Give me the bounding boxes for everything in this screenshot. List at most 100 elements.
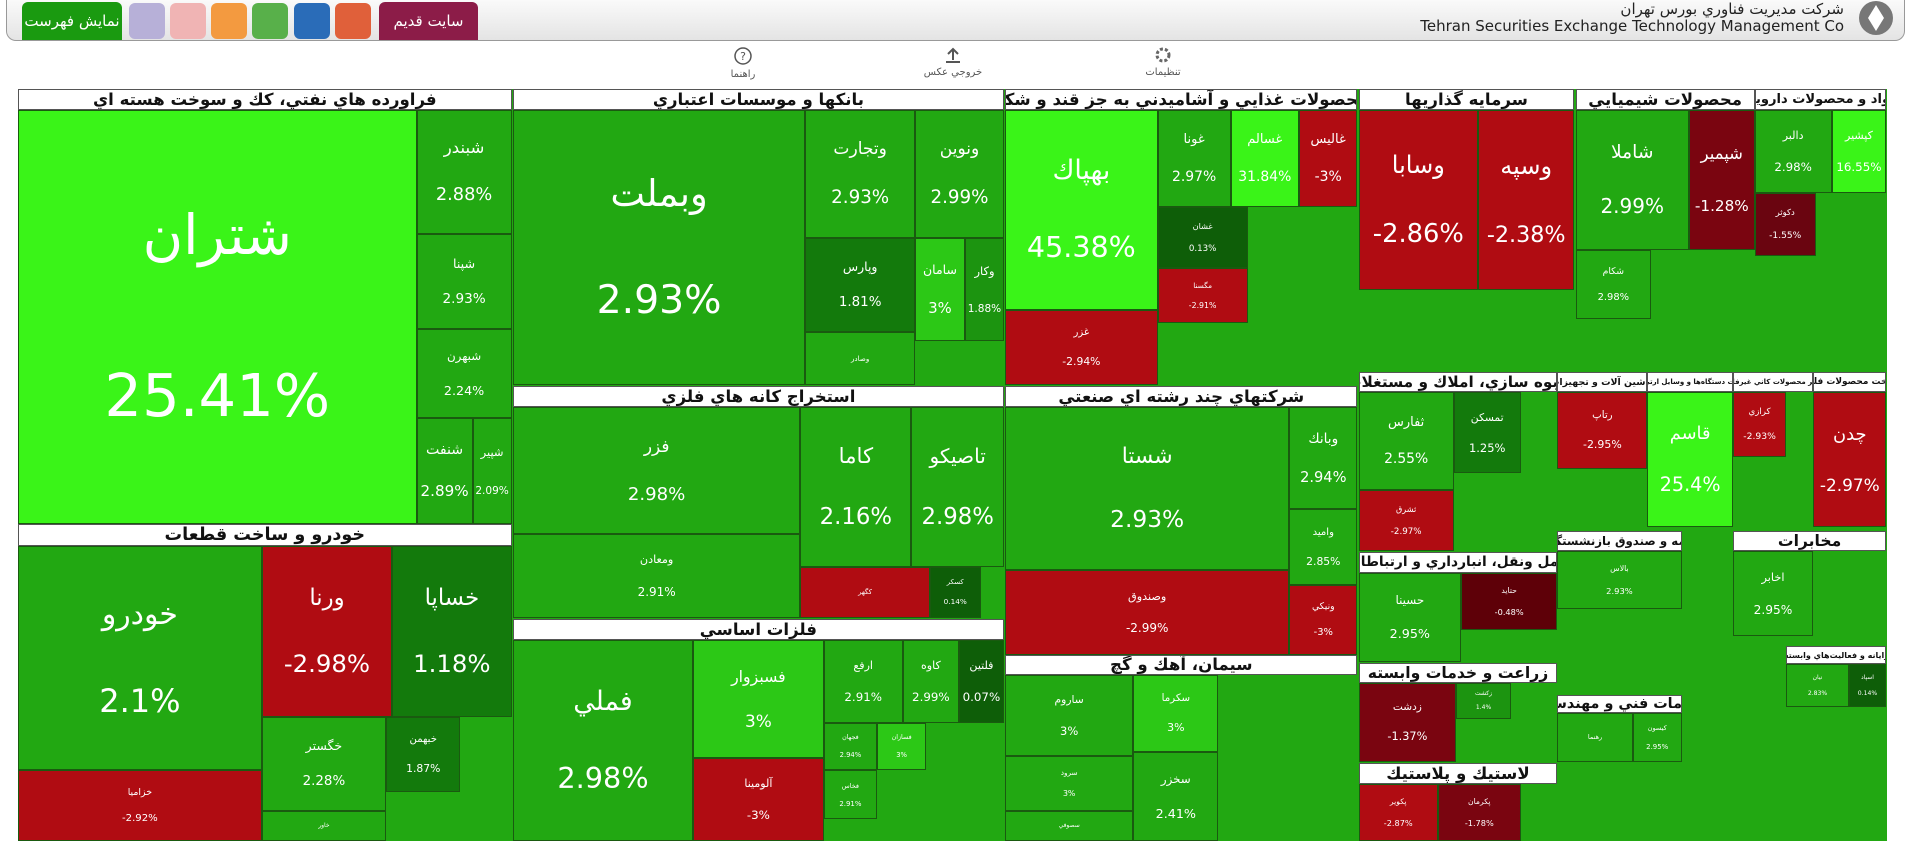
stock-tile[interactable]: خساپا 1.18% [392, 546, 512, 717]
stock-tile[interactable]: فسازان 3% [877, 722, 926, 771]
stock-tile[interactable]: دالبر 2.98% [1754, 109, 1832, 193]
stock-tile[interactable]: خگستر 2.28% [261, 716, 387, 811]
globe-icon[interactable] [129, 3, 165, 39]
stock-tile[interactable]: شپنا 2.93% [416, 234, 512, 330]
stock-tile[interactable]: مگسنا -2.91% [1157, 268, 1248, 323]
stock-tile[interactable]: وصندوق -2.99% [1005, 570, 1290, 655]
stock-tile[interactable]: بهپاك 45.38% [1005, 109, 1158, 310]
stock-tile[interactable]: كسكر 0.14% [929, 566, 981, 618]
stock-tile[interactable]: وبملت 2.93% [512, 109, 806, 386]
stock-tile[interactable]: غاليس -3% [1298, 109, 1358, 208]
stock-tile[interactable]: فملي 2.98% [512, 639, 694, 841]
stock-tile[interactable]: واميد 2.85% [1289, 509, 1358, 586]
stock-tile[interactable]: كگهر [800, 566, 930, 618]
stock-tile[interactable]: بالاس 2.93% [1557, 550, 1682, 610]
stock-tile[interactable]: شتران 25.41% [18, 109, 417, 525]
stock-tile[interactable]: ونوين 2.99% [915, 109, 1004, 238]
stock-tile[interactable]: كيسون 2.95% [1632, 713, 1682, 762]
home-icon[interactable] [170, 3, 206, 39]
stock-tile[interactable]: ساروم 3% [1005, 675, 1134, 756]
stock-tile[interactable]: شبندر 2.88% [416, 109, 512, 235]
stock-tile[interactable]: وسپه -2.38% [1478, 109, 1575, 291]
stock-tile[interactable]: پكرمان -1.78% [1437, 783, 1521, 841]
stock-tile[interactable]: خزاميا -2.92% [18, 770, 262, 841]
stock-tile[interactable]: ثشرق -2.97% [1358, 489, 1454, 551]
stock-tile[interactable]: وبانك 2.94% [1289, 407, 1358, 510]
stock-tile[interactable]: وكار 1.88% [964, 237, 1004, 342]
stock-tile[interactable]: تاصيكو 2.98% [911, 407, 1004, 567]
stock-change: 3% [1062, 788, 1076, 798]
show-list-button[interactable]: نمايش فهرست [22, 2, 122, 40]
stock-tile[interactable]: سامان 3% [915, 237, 965, 342]
stock-change: 2.94% [839, 751, 862, 760]
stock-tile[interactable]: زدشت -1.37% [1358, 682, 1457, 762]
stock-tile[interactable]: نيان 2.83% [1786, 664, 1849, 707]
stock-name: سامان [923, 261, 957, 277]
search-icon[interactable] [252, 3, 288, 39]
stock-tile[interactable]: فسبزوار 3% [693, 639, 824, 759]
stock-tile[interactable]: ورنا -2.98% [261, 546, 393, 717]
stock-name: شپنا [453, 255, 476, 271]
stock-tile[interactable]: كاوه 2.99% [902, 639, 959, 723]
stock-tile[interactable]: سكرما 3% [1133, 675, 1219, 752]
stock-tile[interactable]: خبهمن 1.87% [386, 716, 461, 793]
stock-tile[interactable]: شاملا 2.99% [1575, 109, 1689, 250]
stock-tile[interactable]: دكوثر -1.55% [1754, 192, 1816, 256]
export-tool[interactable]: خروجي عكس [908, 46, 998, 78]
stock-tile[interactable]: شكام 2.98% [1575, 249, 1652, 320]
stock-tile[interactable]: غونا 2.97% [1157, 109, 1231, 208]
help-tool[interactable]: ? راهنما [698, 46, 788, 80]
stock-tile[interactable]: چدن -2.97% [1813, 392, 1887, 527]
stock-tile[interactable]: قاسم 25.4% [1647, 392, 1733, 527]
stock-tile[interactable]: شنفت 2.89% [416, 418, 473, 525]
stock-tile[interactable]: فزر 2.98% [512, 407, 801, 534]
stock-tile[interactable]: كرازي -2.93% [1732, 392, 1787, 458]
stock-tile[interactable]: كاما 2.16% [800, 407, 912, 567]
stock-tile[interactable]: ونيكي -3% [1289, 585, 1358, 655]
stock-tile[interactable]: غسالم 31.84% [1230, 109, 1299, 208]
stock-tile[interactable]: اسپاد 0.14% [1848, 664, 1887, 707]
stock-change: 2.99% [1600, 193, 1665, 218]
stock-tile[interactable]: وتجارت 2.93% [805, 109, 915, 238]
stock-tile[interactable]: خودرو 2.1% [18, 546, 262, 771]
treemap-icon[interactable] [335, 3, 371, 39]
stock-tile[interactable]: رتاپ -2.95% [1557, 392, 1648, 470]
stock-tile[interactable]: شپير 2.09% [472, 418, 512, 525]
settings-tool[interactable]: تنظيمات [1118, 46, 1208, 78]
table-icon[interactable] [211, 3, 247, 39]
stock-tile[interactable]: خاور [261, 810, 387, 841]
stock-tile[interactable]: شبهرن 2.24% [416, 329, 512, 419]
stock-tile[interactable]: فلتين 0.07% [958, 639, 1004, 723]
stock-tile[interactable]: سرود 3% [1005, 755, 1134, 811]
stock-tile[interactable]: فجهان 2.94% [823, 722, 878, 771]
stock-change: 2.91% [839, 799, 862, 808]
stock-tile[interactable]: وپارس 1.81% [805, 237, 915, 332]
stock-tile[interactable]: وصادر [805, 331, 915, 386]
stock-tile[interactable]: ارفع 2.91% [823, 639, 903, 723]
stock-tile[interactable]: زكشت 1.4% [1456, 682, 1511, 720]
stock-tile[interactable]: فخاس 2.91% [823, 770, 878, 820]
stock-tile[interactable]: غزر -2.94% [1005, 309, 1158, 386]
stock-tile[interactable]: اخابر 2.95% [1732, 550, 1814, 637]
stock-name: خبهمن [409, 734, 437, 746]
stock-name: وتجارت [833, 139, 887, 160]
stock-tile[interactable]: غشان 0.13% [1157, 207, 1248, 269]
stock-tile[interactable]: پكوير -2.87% [1358, 783, 1438, 841]
stock-tile[interactable]: رهنما [1557, 713, 1633, 762]
stock-tile[interactable]: وسابا -2.86% [1358, 109, 1479, 291]
stock-tile[interactable]: شستا 2.93% [1005, 407, 1290, 571]
report-icon[interactable] [294, 3, 330, 39]
stock-tile[interactable]: ومعادن 2.91% [512, 533, 801, 618]
stock-tile[interactable]: حسينا 2.95% [1358, 572, 1461, 662]
stock-name: چدن [1833, 423, 1867, 445]
stock-tile[interactable]: تمسكن 1.25% [1453, 392, 1521, 473]
old-site-button[interactable]: سايت قديم [379, 2, 478, 40]
stock-name: كيسون [1647, 724, 1667, 733]
stock-tile[interactable]: شپمير -1.28% [1688, 109, 1755, 250]
stock-tile[interactable]: كپشير 16.55% [1831, 109, 1887, 193]
stock-tile[interactable]: سخزر 2.41% [1133, 752, 1219, 841]
stock-tile[interactable]: ثفارس 2.55% [1358, 392, 1454, 490]
stock-tile[interactable]: سصوفي [1005, 810, 1134, 841]
stock-tile[interactable]: آلومينا -3% [693, 758, 824, 841]
stock-tile[interactable]: حتايد -0.48% [1461, 572, 1558, 631]
